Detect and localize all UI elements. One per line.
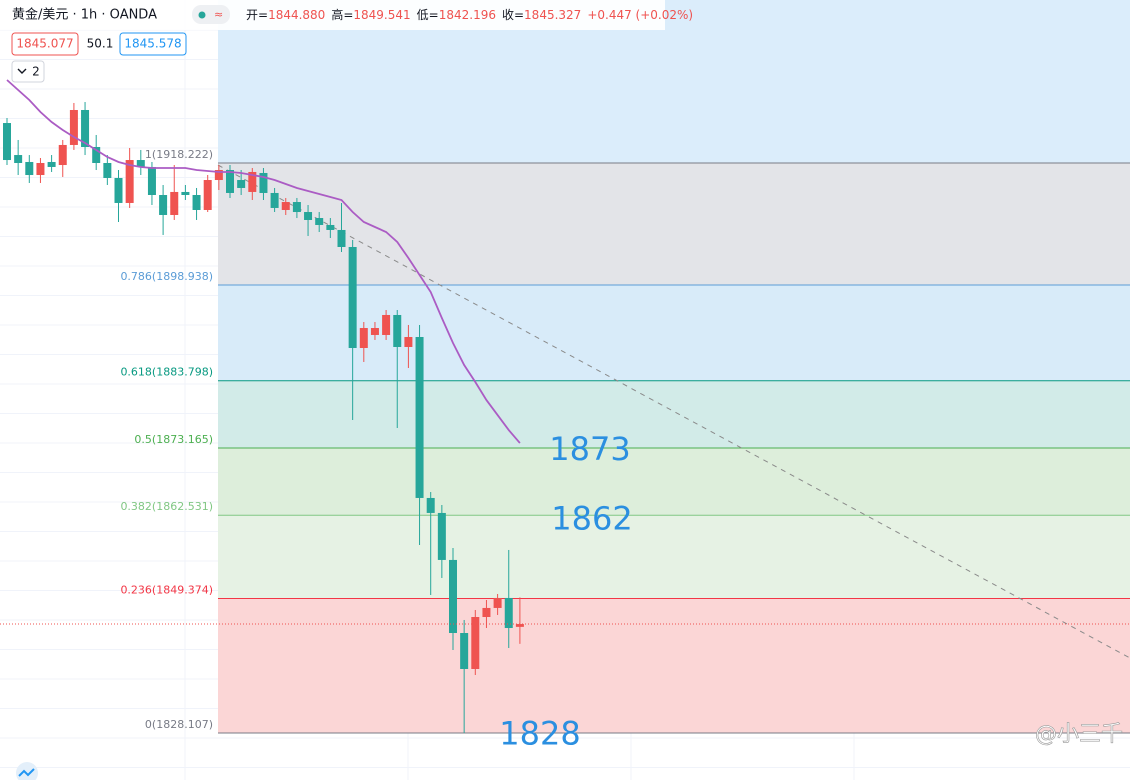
- candle-body: [437, 512, 446, 560]
- ohlc-label: 收=: [502, 8, 524, 22]
- annotation: 1828: [499, 715, 580, 753]
- status-badge: [192, 5, 230, 24]
- logo-mark: [18, 768, 35, 777]
- candle-body: [415, 336, 424, 498]
- candle-body: [337, 229, 346, 247]
- fib-zone: [218, 598, 1130, 733]
- spread: 50.1: [87, 37, 114, 51]
- candle-body: [404, 336, 413, 347]
- candle-body: [81, 109, 90, 147]
- fib-label: 0.382(1862.531): [120, 500, 213, 513]
- candle-body: [147, 166, 156, 195]
- candle-body: [359, 328, 368, 349]
- candle-body: [281, 202, 290, 210]
- candle-body: [504, 597, 513, 629]
- ohlc-value: 1845.327: [524, 8, 581, 22]
- annotation: 1873: [549, 430, 630, 468]
- candle-body: [270, 192, 279, 208]
- candle-body: [315, 218, 324, 225]
- change: +0.447 (+0.02%): [587, 8, 693, 22]
- plot: 1873 1862 1828: [0, 79, 1130, 753]
- candle-body: [203, 180, 212, 210]
- fib-label: 0(1828.107): [145, 718, 213, 731]
- candle-body: [493, 597, 502, 608]
- watermark: @小三千: [1035, 722, 1123, 747]
- ohlc-label: 高=: [331, 7, 353, 22]
- candle-body: [69, 109, 78, 145]
- candle-body: [449, 559, 457, 634]
- fib-label: 0.236(1849.374): [120, 583, 213, 596]
- candle-body: [482, 607, 491, 618]
- fib-zone: [218, 515, 1130, 599]
- candle-body: [226, 170, 234, 193]
- candle-body: [304, 212, 313, 220]
- candle-body: [292, 202, 301, 213]
- ohlc: 开=1844.880 高=1849.541 低=1842.196 收=1845.327…: [246, 7, 693, 22]
- header-bg: [0, 0, 665, 30]
- candle-body: [14, 155, 23, 163]
- candle-body: [103, 162, 112, 178]
- candle-body: [125, 160, 134, 203]
- candle-body: [515, 624, 524, 627]
- candle-body: [248, 171, 257, 192]
- candle-body: [25, 161, 34, 176]
- logo: [16, 762, 38, 780]
- candle-body: [170, 191, 179, 215]
- candle-body: [192, 195, 201, 210]
- candle-body: [136, 160, 145, 167]
- bid-box: [11, 32, 79, 56]
- candle-body: [92, 146, 101, 163]
- candle-body: [114, 177, 123, 203]
- candle-body: [460, 633, 469, 669]
- fib-label: 1(1918.222): [145, 148, 213, 161]
- chevron: [17, 68, 27, 74]
- candle-body: [382, 314, 391, 335]
- candle-body: [393, 314, 402, 347]
- candle-body: [36, 162, 45, 176]
- ohlc-value: 1849.541: [353, 8, 410, 22]
- bid: 1845.077: [16, 37, 73, 51]
- candle-body: [159, 195, 168, 215]
- candle-body: [3, 123, 11, 161]
- indicator-toggle[interactable]: [11, 60, 45, 83]
- fib-zone: [218, 380, 1130, 448]
- ohlc-value: 1844.880: [268, 8, 325, 22]
- candle-body: [259, 172, 268, 193]
- ohlc-label: 低=: [417, 8, 439, 22]
- fib-label: 0.5(1873.165): [134, 433, 213, 446]
- status-icon: ≈: [214, 8, 223, 21]
- candle-body: [47, 161, 56, 167]
- status-dot: [198, 11, 206, 19]
- candle-body: [237, 180, 246, 188]
- fib-label: 0.786(1898.938): [120, 270, 213, 283]
- candle-body: [471, 617, 480, 669]
- candle-body: [326, 224, 335, 230]
- ask: 1845.578: [124, 37, 181, 51]
- candle-body: [348, 246, 357, 349]
- moving-average: [6, 79, 521, 444]
- candle-body: [370, 328, 379, 335]
- candle-body: [181, 191, 190, 195]
- fib-label: 0.618(1883.798): [120, 366, 213, 379]
- fib-zone: [218, 284, 1130, 381]
- annotation: 1862: [551, 500, 632, 538]
- ohlc-value: 1842.196: [439, 8, 496, 22]
- symbol: 黄金/美元 · 1h · OANDA: [12, 7, 157, 23]
- fib-zone: [218, 447, 1130, 516]
- trend-line: [217, 164, 1130, 659]
- candle-body: [214, 170, 223, 181]
- candle-body: [426, 497, 435, 513]
- candle-body: [58, 144, 67, 166]
- ask-box: [119, 32, 187, 56]
- indicator-count: 2: [32, 65, 40, 79]
- ohlc-label: 开=: [246, 8, 268, 22]
